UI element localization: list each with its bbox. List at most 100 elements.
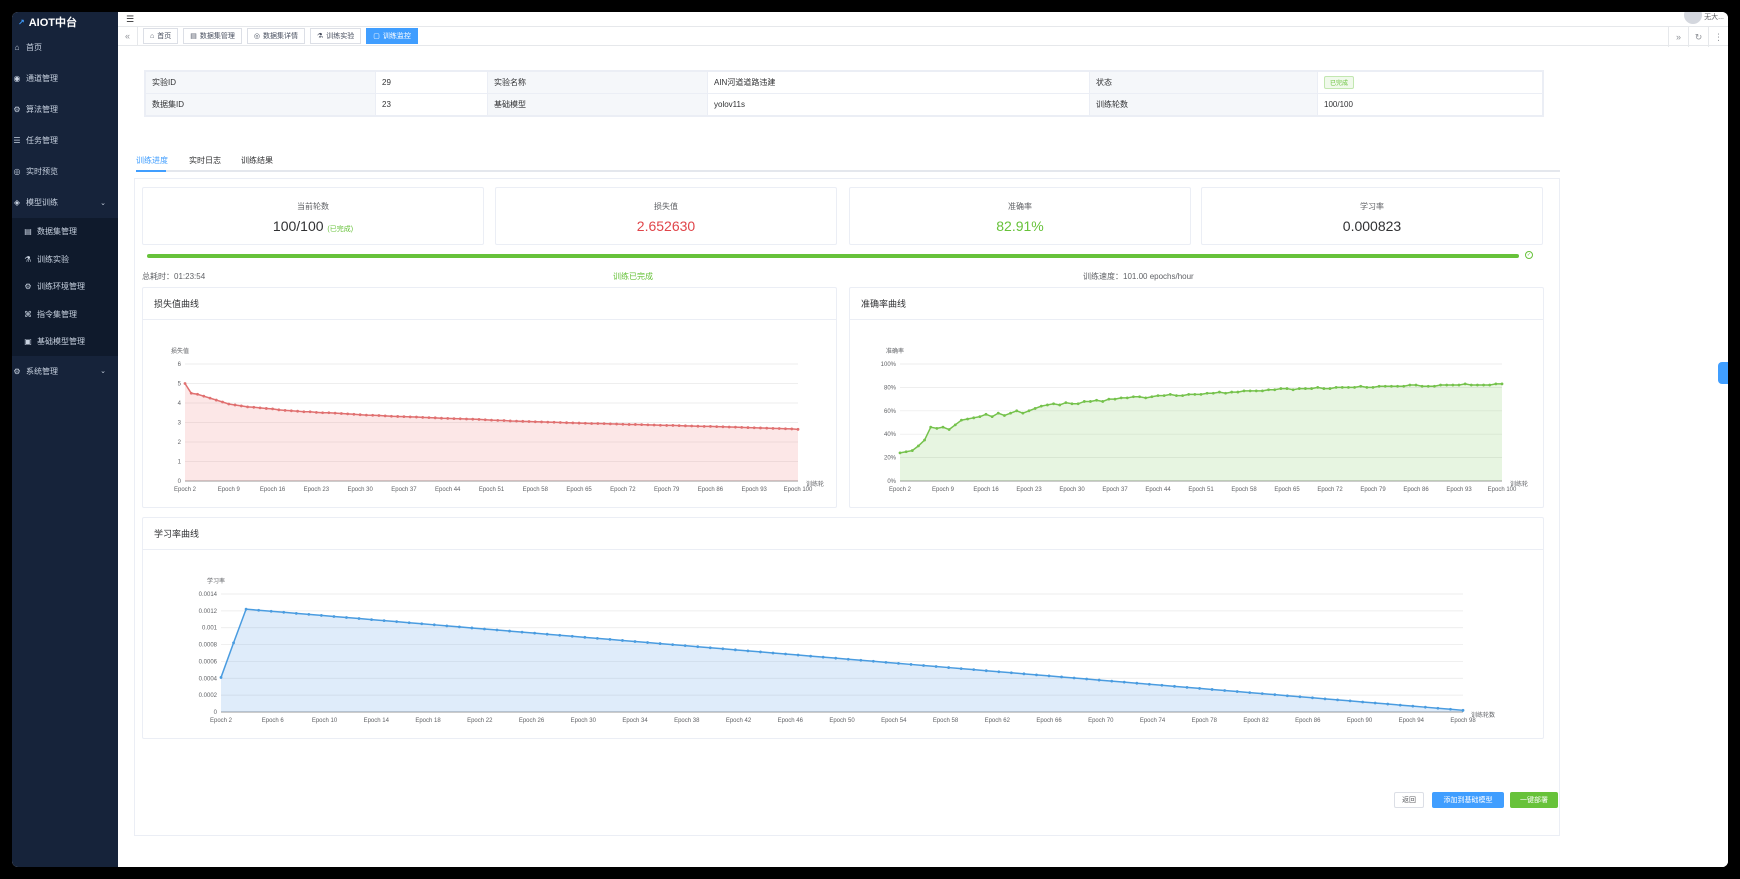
y-axis-label: 损失值 xyxy=(171,347,189,355)
data-point xyxy=(1285,387,1289,390)
data-point xyxy=(233,403,237,407)
sidebar-item-sidebar.system.label[interactable]: ⚙ 系统管理 ⌄ xyxy=(12,356,118,387)
sidebar-item-label: 实时预览 xyxy=(26,167,58,176)
data-point xyxy=(420,622,424,626)
data-point xyxy=(684,424,687,428)
sidebar-item-sidebar.items.4.label[interactable]: ◎ 实时预览 xyxy=(12,156,118,187)
logo-icon: ↗ xyxy=(18,17,25,27)
refresh-icon[interactable]: ↻ xyxy=(1688,27,1708,47)
data-point xyxy=(508,629,511,633)
status-badge: 已完成 xyxy=(1324,76,1355,89)
data-point xyxy=(1198,687,1201,690)
data-point xyxy=(646,423,650,427)
tab-1[interactable]: ▤ 数据集管理 xyxy=(183,28,242,44)
data-point xyxy=(1482,383,1485,387)
sidebar-item-sidebar.sub_items.0.label[interactable]: ▤ 数据集管理 xyxy=(12,218,118,246)
tab-label: 数据集详情 xyxy=(262,33,298,40)
data-point xyxy=(471,417,475,421)
x-tick-label: Epoch 37 xyxy=(1102,487,1128,493)
data-point xyxy=(1185,685,1189,689)
stat-epoch-value: 100/100 xyxy=(272,218,324,234)
settings-float-button[interactable] xyxy=(1718,362,1728,384)
tabs-scroll-left-icon[interactable]: « xyxy=(118,26,138,46)
data-point xyxy=(1361,700,1365,704)
data-point xyxy=(277,408,281,412)
data-point xyxy=(1494,382,1498,386)
sidebar-item-sidebar.sub_items.3.label[interactable]: ⌘ 指令集管理 xyxy=(12,301,118,329)
data-point xyxy=(314,410,318,414)
data-point xyxy=(972,416,976,420)
tab-training-progress[interactable]: 训练进度 xyxy=(136,156,168,165)
data-point xyxy=(790,427,794,431)
data-point xyxy=(252,405,256,409)
data-point xyxy=(904,450,908,454)
data-point xyxy=(390,414,393,418)
menu-icon[interactable]: ☰ xyxy=(126,13,135,24)
deploy-button[interactable]: 一键部署 xyxy=(1510,792,1558,808)
data-point xyxy=(922,664,925,667)
data-point xyxy=(533,631,537,635)
data-point xyxy=(1193,393,1197,396)
tab-4[interactable]: ▢ 训练监控 xyxy=(366,28,418,44)
stat-loss: 损失值 2.652630 xyxy=(495,187,837,245)
data-point xyxy=(1359,384,1363,388)
x-tick-label: Epoch 94 xyxy=(1399,718,1425,724)
add-to-base-model-button[interactable]: 添加到基础模型 xyxy=(1432,792,1504,808)
exp-id-value: 29 xyxy=(375,71,488,94)
data-point xyxy=(1144,396,1148,400)
sidebar-item-sidebar.items.3.label[interactable]: ☰ 任务管理 xyxy=(12,125,118,156)
loss-chart-card: 损失值曲线 0 1 2 3 4 5 6 损失值 训练轮 Epoch 2 Epoch 9 Epoch 1… xyxy=(142,287,837,508)
sidebar-item-sidebar.items.5.label[interactable]: ◈ 模型训练 ⌄ xyxy=(12,187,118,218)
data-point xyxy=(219,676,223,679)
data-point xyxy=(884,660,888,664)
data-point xyxy=(1316,386,1320,389)
monitor-icon: ▢ xyxy=(373,33,380,40)
x-tick-label: Epoch 79 xyxy=(1360,487,1386,493)
tab-0[interactable]: ⌂ 首页 xyxy=(143,28,179,44)
sidebar-item-sidebar.sub_items.1.label[interactable]: ⚗ 训练实验 xyxy=(12,246,118,274)
sidebar-item-sidebar.items.2.label[interactable]: ⚙ 算法管理 xyxy=(12,94,118,125)
data-point xyxy=(996,411,1000,415)
exp-name-label: 实验名称 xyxy=(487,71,708,94)
experiment-info: 实验ID 29 实验名称 AIN河道道路违建 状态 已完成 数据集ID 23 基… xyxy=(144,70,1544,117)
sidebar-item-label: 系统管理 xyxy=(26,366,58,376)
data-point xyxy=(1414,383,1418,387)
data-point xyxy=(490,418,493,422)
data-point xyxy=(1211,391,1215,395)
data-point xyxy=(1009,411,1012,415)
sidebar-item-sidebar.sub_items.4.label[interactable]: ▣ 基础模型管理 xyxy=(12,328,118,356)
tab-label: 首页 xyxy=(157,33,172,40)
tab-realtime-log[interactable]: 实时日志 xyxy=(189,156,221,165)
data-point xyxy=(1097,678,1101,682)
sidebar-item-sidebar.items.0.label[interactable]: ⌂ 首页 xyxy=(12,32,118,63)
dataset-id-value: 23 xyxy=(375,93,488,116)
data-point xyxy=(997,670,1001,674)
data-point xyxy=(1035,673,1038,677)
avatar[interactable] xyxy=(1684,12,1702,24)
tab-2[interactable]: ◎ 数据集详情 xyxy=(246,28,305,44)
data-point xyxy=(978,415,982,419)
data-point xyxy=(1297,387,1301,390)
y-tick-label: 3 xyxy=(178,421,182,427)
back-button[interactable]: 返回 xyxy=(1394,792,1424,808)
data-point xyxy=(457,625,461,629)
data-point xyxy=(715,425,719,428)
data-point xyxy=(984,412,988,416)
data-point xyxy=(615,422,619,426)
sub-tabs: 训练进度 实时日志 训练结果 xyxy=(136,146,1560,172)
tab-training-results[interactable]: 训练结果 xyxy=(241,156,273,165)
data-point xyxy=(333,411,337,415)
data-point xyxy=(646,641,649,644)
data-point xyxy=(796,427,800,431)
user-name[interactable]: 无大... xyxy=(1704,14,1724,21)
tabs-scroll-right-icon[interactable]: » xyxy=(1668,27,1688,47)
sidebar-item-sidebar.sub_items.2.label[interactable]: ⚙ 训练环境管理 xyxy=(12,273,118,301)
data-point xyxy=(371,413,375,417)
tab-3[interactable]: ⚗ 训练实验 xyxy=(309,28,362,44)
data-point xyxy=(947,666,951,669)
sidebar-item-sidebar.items.1.label[interactable]: ◉ 通道管理 xyxy=(12,63,118,94)
data-point xyxy=(1162,394,1166,397)
more-icon[interactable]: ⋮ xyxy=(1708,27,1728,47)
data-point xyxy=(1304,387,1307,390)
